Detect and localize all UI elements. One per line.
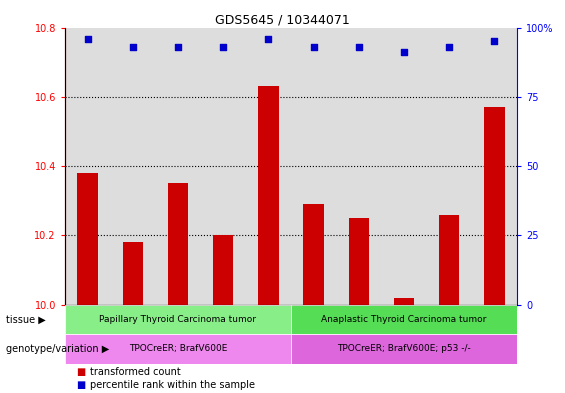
Bar xyxy=(65,334,291,364)
Text: ■: ■ xyxy=(76,380,85,390)
Point xyxy=(219,44,228,50)
Bar xyxy=(336,28,381,305)
Text: TPOCreER; BrafV600E: TPOCreER; BrafV600E xyxy=(129,344,227,353)
Bar xyxy=(155,28,201,305)
Bar xyxy=(123,242,143,305)
Bar xyxy=(168,184,188,305)
Bar xyxy=(439,215,459,305)
Bar xyxy=(258,86,279,305)
Text: Anaplastic Thyroid Carcinoma tumor: Anaplastic Thyroid Carcinoma tumor xyxy=(321,315,486,324)
Text: Papillary Thyroid Carcinoma tumor: Papillary Thyroid Carcinoma tumor xyxy=(99,315,257,324)
Bar xyxy=(65,305,291,334)
Bar xyxy=(291,28,336,305)
Text: ■: ■ xyxy=(76,367,85,377)
Bar xyxy=(77,173,98,305)
Text: TPOCreER; BrafV600E; p53 -/-: TPOCreER; BrafV600E; p53 -/- xyxy=(337,344,471,353)
Bar xyxy=(349,218,369,305)
Point xyxy=(490,38,499,44)
Bar xyxy=(381,28,427,305)
Text: tissue ▶: tissue ▶ xyxy=(6,314,45,324)
Bar xyxy=(427,28,472,305)
Point xyxy=(309,44,318,50)
Bar xyxy=(303,204,324,305)
Point xyxy=(83,35,92,42)
Point xyxy=(173,44,182,50)
Text: genotype/variation ▶: genotype/variation ▶ xyxy=(6,344,109,354)
Bar xyxy=(201,28,246,305)
Point xyxy=(445,44,454,50)
Bar xyxy=(110,28,155,305)
Bar xyxy=(65,28,110,305)
Bar xyxy=(484,107,505,305)
Bar xyxy=(213,235,233,305)
Text: percentile rank within the sample: percentile rank within the sample xyxy=(90,380,255,390)
Point xyxy=(399,49,408,55)
Bar xyxy=(472,28,517,305)
Bar xyxy=(291,334,517,364)
Point xyxy=(354,44,363,50)
Bar xyxy=(394,298,414,305)
Text: transformed count: transformed count xyxy=(90,367,181,377)
Bar xyxy=(291,305,517,334)
Point xyxy=(264,35,273,42)
Bar xyxy=(246,28,291,305)
Point xyxy=(128,44,137,50)
Text: GDS5645 / 10344071: GDS5645 / 10344071 xyxy=(215,14,350,27)
